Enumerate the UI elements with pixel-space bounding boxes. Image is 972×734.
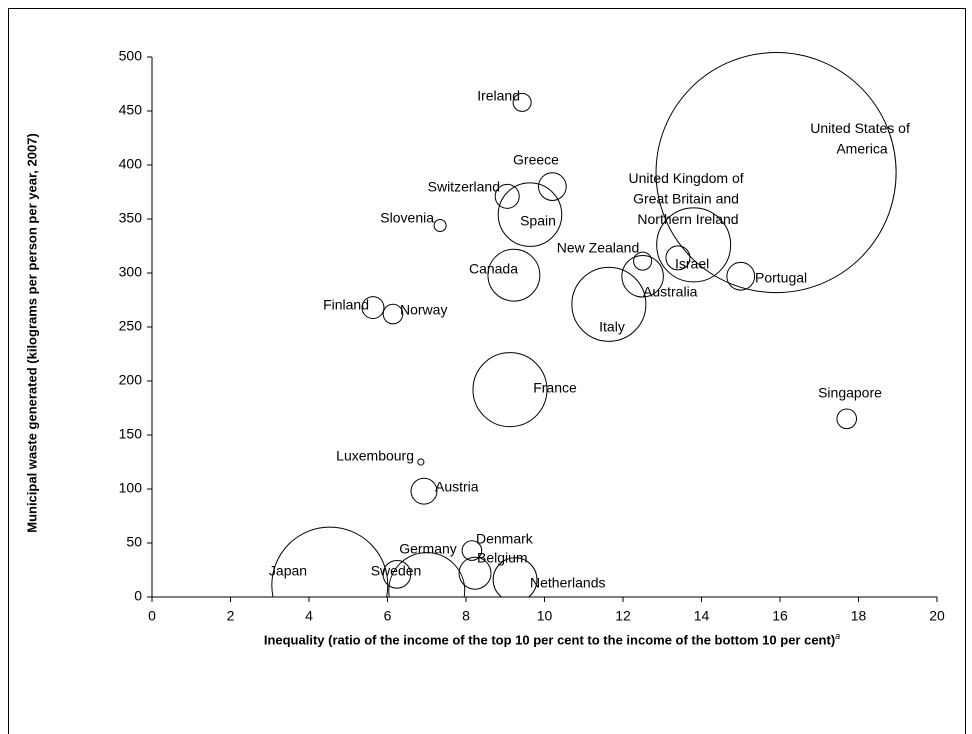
bubble (497, 182, 563, 247)
bubble-label: Spain (520, 213, 556, 229)
bubble (458, 556, 492, 590)
x-tick-label: 18 (851, 608, 867, 624)
bubble (665, 245, 691, 271)
x-tick-label: 0 (148, 608, 156, 624)
bubble-label: United States of America (810, 120, 914, 157)
bubble (537, 172, 567, 201)
plot-area (271, 52, 897, 597)
bubble-label: Finland (323, 297, 369, 313)
y-tick-label: 300 (119, 264, 143, 280)
x-tick-label: 4 (305, 608, 313, 624)
x-tick-label: 6 (384, 608, 392, 624)
bubble (361, 296, 385, 320)
bubble-label: Portugal (755, 270, 807, 286)
x-tick-label: 12 (615, 608, 631, 624)
bubble-label: New Zealand (557, 240, 640, 256)
bubble-label: Israel (675, 256, 709, 272)
bubble-label: Australia (643, 284, 698, 300)
bubble (382, 559, 412, 589)
bubble (461, 540, 483, 561)
x-axis-title: Inequality (ratio of the income of the t… (232, 628, 872, 648)
bubble-label: Norway (400, 302, 447, 318)
bubble (512, 92, 532, 112)
bubble (382, 303, 404, 325)
bubble (494, 183, 520, 209)
bubble-label: Italy (599, 319, 625, 335)
bubble (487, 248, 541, 302)
y-tick-label: 50 (126, 534, 142, 550)
bubble-label: Singapore (818, 385, 882, 401)
y-axis-title: Municipal waste generated (kilograms per… (24, 133, 39, 533)
bubble-label: Ireland (477, 88, 520, 104)
bubble (656, 207, 732, 283)
y-tick-label: 100 (119, 480, 143, 496)
x-axis-title-note: a (835, 631, 841, 641)
x-tick-label: 14 (694, 608, 710, 624)
bubble (655, 52, 897, 294)
bubble (388, 552, 466, 597)
x-tick-label: 20 (929, 608, 945, 624)
bubble-label: Japan (269, 563, 307, 579)
bubble-label: Luxembourg (336, 448, 414, 464)
bubble (621, 254, 664, 298)
bubble (433, 218, 447, 232)
bubble-label: Belgium (477, 550, 528, 566)
y-tick-label: 350 (119, 210, 143, 226)
x-tick-label: 10 (537, 608, 553, 624)
x-tick-label: 16 (772, 608, 788, 624)
bubble-label: Austria (435, 479, 479, 495)
bubble-label: Greece (513, 152, 559, 168)
x-tick-label: 8 (462, 608, 470, 624)
y-tick-label: 500 (119, 48, 143, 64)
y-tick-label: 250 (119, 318, 143, 334)
y-tick-label: 200 (119, 372, 143, 388)
bubble-label: United Kingdom of Great Britain and Nort… (628, 170, 747, 227)
bubble (271, 526, 389, 597)
bubble (726, 261, 756, 291)
bubble-label: Netherlands (530, 575, 606, 591)
bubble (836, 408, 858, 430)
bubble-label: Canada (469, 261, 518, 277)
x-tick-label: 2 (227, 608, 235, 624)
bubble-label: Sweden (371, 563, 422, 579)
bubble-label: Germany (399, 541, 457, 557)
y-tick-label: 450 (119, 102, 143, 118)
bubble-label: Switzerland (428, 179, 500, 195)
bubble (410, 477, 438, 505)
bubble (492, 557, 538, 597)
bubble (417, 458, 425, 466)
bubble-label: Slovenia (380, 210, 434, 226)
bubble-label: Denmark (476, 531, 534, 547)
y-tick-label: 400 (119, 156, 143, 172)
bubble (472, 352, 548, 428)
bubble (633, 251, 653, 271)
bubble (571, 266, 647, 342)
y-tick-label: 0 (134, 588, 142, 604)
frame (8, 8, 966, 734)
x-axis-title-text: Inequality (ratio of the income of the t… (263, 632, 836, 648)
y-tick-label: 150 (119, 426, 143, 442)
bubble-label: France (533, 380, 577, 396)
